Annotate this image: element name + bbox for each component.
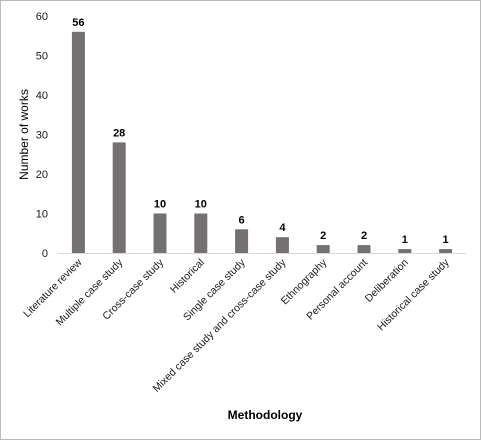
y-tick-label: 40: [36, 90, 48, 102]
data-label: 2: [361, 230, 367, 242]
bar: [235, 229, 249, 253]
data-labels: 56 28 10 10 6 4 2 2 1 1: [72, 17, 448, 246]
data-label: 4: [279, 222, 286, 234]
data-label: 1: [402, 234, 408, 246]
category-label: Historical: [168, 257, 207, 296]
bar: [71, 31, 85, 253]
y-axis-title: Number of works: [17, 89, 31, 180]
bar: [316, 245, 330, 253]
data-label: 6: [239, 214, 245, 226]
data-label: 10: [154, 199, 166, 211]
y-tick-label: 30: [36, 130, 48, 142]
data-label: 10: [195, 199, 207, 211]
data-label: 1: [443, 234, 449, 246]
y-tick-label: 0: [42, 248, 48, 260]
bar: [357, 245, 371, 253]
category-label: Historical case study: [375, 256, 452, 333]
bar: [439, 249, 453, 253]
y-tick-label: 20: [36, 169, 48, 181]
bar: [153, 213, 167, 253]
y-tick-label: 10: [36, 209, 48, 221]
y-tick-label: 60: [36, 11, 48, 23]
data-label: 56: [72, 17, 84, 29]
y-tick-label: 50: [36, 51, 48, 63]
data-label: 2: [320, 230, 326, 242]
bar: [398, 249, 412, 253]
x-axis-title: Methodology: [228, 408, 303, 422]
bar: [275, 237, 289, 253]
bar: [194, 213, 208, 253]
data-label: 28: [113, 127, 125, 139]
bars: [71, 31, 453, 253]
bar: [112, 142, 126, 253]
y-axis-ticks: 0 10 20 30 40 50 60: [36, 11, 48, 260]
